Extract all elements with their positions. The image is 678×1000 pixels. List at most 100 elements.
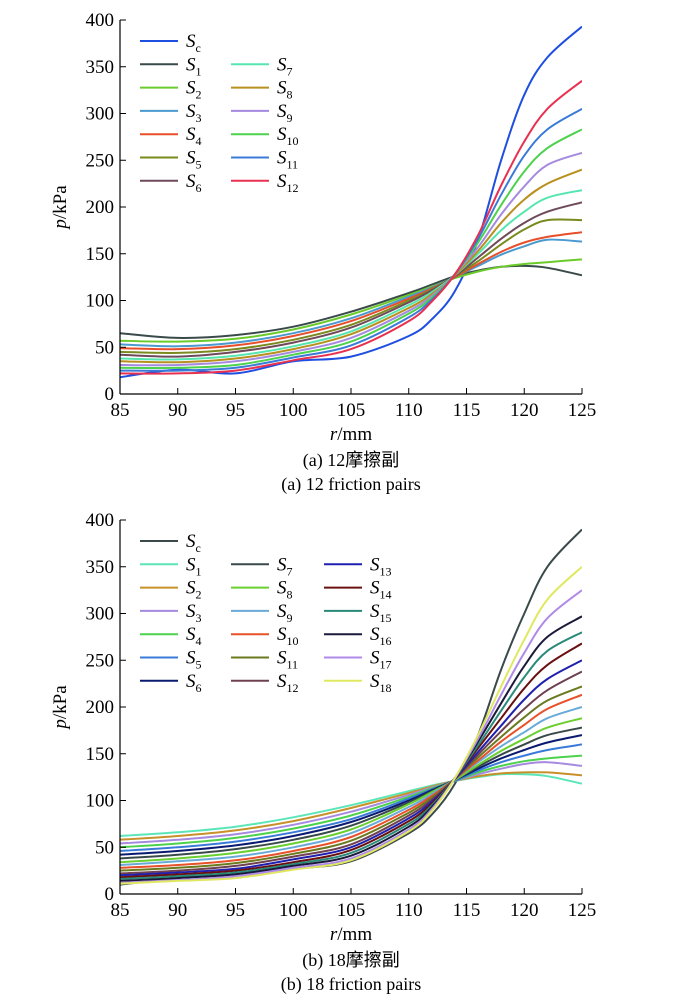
caption-chinese: (a) 12摩擦副 — [303, 450, 399, 471]
series-line-S2 — [120, 258, 582, 343]
series-line-S12 — [120, 670, 582, 875]
y-tick-label: 400 — [86, 10, 115, 31]
legend-label: S17 — [370, 648, 392, 672]
plot-area — [120, 528, 582, 886]
legend-label: S12 — [277, 171, 299, 195]
legend-item-S3: S3 — [140, 101, 202, 125]
legend-label: S11 — [277, 148, 298, 172]
chart-18-friction-pairs: 85 90 95 100 105 110 115 120 125 0 50 100 150 200 250 3… — [50, 510, 596, 995]
series-line-S8 — [120, 717, 582, 864]
y-tick-label: 300 — [86, 104, 115, 125]
x-tick-label: 110 — [395, 900, 423, 921]
legend-item-S8: S8 — [231, 578, 293, 602]
x-tick-label: 90 — [168, 900, 187, 921]
x-tick-label: 100 — [279, 400, 308, 421]
y-tick-label: 200 — [86, 197, 115, 218]
legend-item-S14: S14 — [324, 578, 392, 602]
x-tick-label: 120 — [510, 400, 539, 421]
legend-item-S2: S2 — [140, 78, 202, 102]
x-tick-label: 110 — [395, 400, 423, 421]
legend-label: S11 — [277, 648, 298, 672]
legend-item-S11: S11 — [231, 148, 298, 172]
series-line-Sc — [120, 25, 582, 379]
y-tick-label: 300 — [86, 604, 115, 625]
legend-label: Sc — [186, 31, 201, 55]
legend: ScS1S2S3S4S5S6S7S8S9S10S11S12S13S14S15S1… — [140, 531, 392, 695]
y-tick-label: 150 — [86, 244, 115, 265]
series-line-S14 — [120, 642, 582, 879]
legend-item-S6: S6 — [140, 671, 202, 695]
x-tick-label: 95 — [226, 900, 245, 921]
y-tick-label: 50 — [95, 337, 114, 358]
legend-label: S7 — [277, 54, 293, 78]
y-tick-label: 0 — [105, 384, 115, 405]
legend-item-S7: S7 — [231, 554, 293, 578]
legend-label: S10 — [277, 124, 299, 148]
x-tick-label: 115 — [453, 900, 481, 921]
legend-label: S12 — [277, 671, 299, 695]
legend-item-Sc: Sc — [140, 31, 201, 55]
legend-label: S3 — [186, 601, 202, 625]
legend-item-S16: S16 — [324, 624, 392, 648]
y-tick-label: 350 — [86, 557, 115, 578]
legend-label: S4 — [186, 124, 202, 148]
series-line-S5 — [120, 218, 582, 354]
legend-label: S1 — [186, 554, 202, 578]
legend-label: S4 — [186, 624, 202, 648]
series-line-S1 — [120, 264, 582, 339]
caption-chinese: (b) 18摩擦副 — [302, 950, 400, 971]
legend-item-S1: S1 — [140, 54, 202, 78]
legend-item-S10: S10 — [231, 624, 299, 648]
x-axis-label: r/mm — [330, 924, 372, 945]
legend-label: S18 — [370, 671, 392, 695]
series-line-S16 — [120, 615, 582, 882]
legend-item-Sc: Sc — [140, 531, 201, 555]
y-tick-label: 0 — [105, 884, 115, 905]
legend-item-S15: S15 — [324, 601, 392, 625]
series-line-S9 — [120, 151, 582, 367]
x-tick-label: 115 — [453, 400, 481, 421]
legend-item-S13: S13 — [324, 554, 392, 578]
legend-label: S13 — [370, 554, 392, 578]
legend-item-S6: S6 — [140, 171, 202, 195]
y-axis-label: p/kPa — [50, 685, 71, 731]
series-line-S9 — [120, 706, 582, 866]
legend-item-S4: S4 — [140, 124, 202, 148]
x-tick-label: 95 — [226, 400, 245, 421]
legend-label: S2 — [186, 78, 202, 102]
series-line-S13 — [120, 659, 582, 877]
legend-label: S9 — [277, 601, 293, 625]
y-tick-label: 250 — [86, 650, 115, 671]
series-line-S18 — [120, 566, 582, 885]
legend-item-S9: S9 — [231, 101, 293, 125]
legend-label: S15 — [370, 601, 392, 625]
y-tick-label: 250 — [86, 150, 115, 171]
y-tick-label: 100 — [86, 291, 115, 312]
legend-label: S2 — [186, 578, 202, 602]
legend-item-S3: S3 — [140, 601, 202, 625]
x-tick-label: 105 — [337, 400, 366, 421]
x-tick-label: 85 — [111, 900, 130, 921]
legend-label: S14 — [370, 578, 392, 602]
caption-english: (b) 18 friction pairs — [281, 974, 421, 995]
y-axis-label: p/kPa — [50, 185, 71, 231]
legend-item-S12: S12 — [231, 671, 299, 695]
series-line-S10 — [120, 693, 582, 869]
y-tick-label: 50 — [95, 837, 114, 858]
legend-item-S18: S18 — [324, 671, 392, 695]
series-line-S3 — [120, 238, 582, 348]
legend-item-S5: S5 — [140, 148, 202, 172]
series-line-S15 — [120, 631, 582, 880]
series-line-S11 — [120, 107, 582, 372]
series-line-S7 — [120, 189, 582, 361]
legend-item-S8: S8 — [231, 78, 293, 102]
series-line-S17 — [120, 589, 582, 884]
legend-item-S5: S5 — [140, 648, 202, 672]
y-tick-label: 150 — [86, 744, 115, 765]
legend-label: S16 — [370, 624, 392, 648]
series-line-S6 — [120, 201, 582, 358]
y-tick-label: 400 — [86, 510, 115, 531]
x-tick-label: 90 — [168, 400, 187, 421]
series-line-S11 — [120, 685, 582, 872]
